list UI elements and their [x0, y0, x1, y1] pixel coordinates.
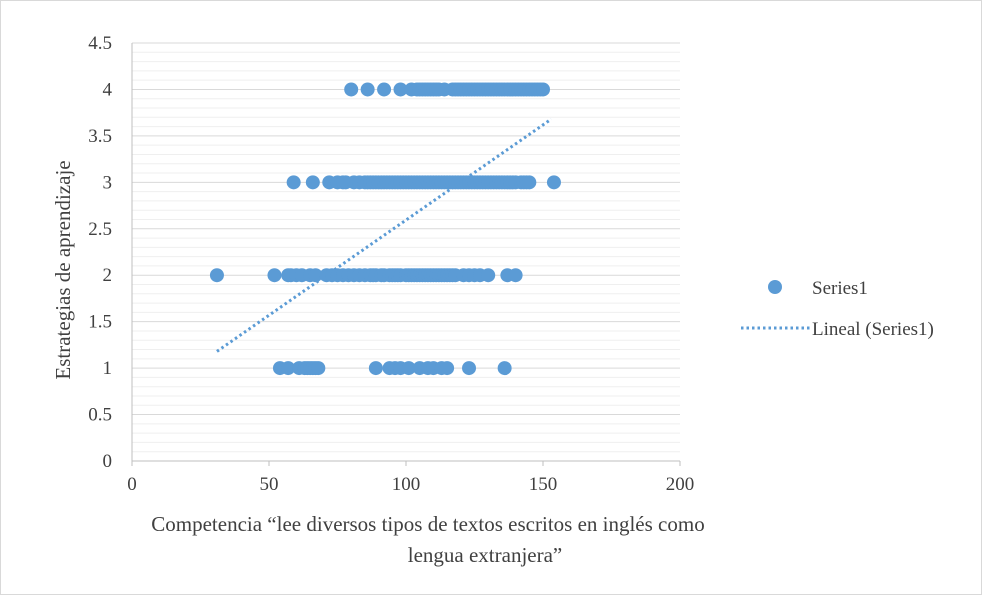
y-tick-label: 4	[103, 79, 113, 100]
data-point	[497, 361, 512, 376]
data-point	[344, 82, 359, 97]
y-tick-labels: 0 0.5 1 1.5 2 2.5 3 3.5 4 4.5	[88, 33, 112, 472]
x-tick-label: 200	[666, 474, 695, 495]
data-point	[393, 82, 408, 97]
legend-label-trendline: Lineal (Series1)	[812, 319, 934, 340]
data-point	[308, 268, 323, 283]
x-tick-labels: 0 50 100 150 200	[127, 474, 694, 495]
x-axis-title-line2: lengua extranjera”	[408, 543, 563, 567]
data-point	[462, 361, 477, 376]
data-point	[508, 268, 523, 283]
data-point	[360, 82, 375, 97]
y-tick-label: 4.5	[88, 33, 112, 54]
legend-label-series1: Series1	[812, 278, 868, 299]
x-tick-label: 100	[392, 474, 421, 495]
x-tick-label: 150	[529, 474, 558, 495]
data-point	[377, 82, 392, 97]
data-point	[209, 268, 224, 283]
y-tick-label: 3.5	[88, 126, 112, 147]
y-tick-label: 1.5	[88, 312, 112, 333]
trendline-path	[216, 117, 553, 353]
legend-marker-series1	[768, 280, 782, 294]
y-tick-label: 0	[103, 451, 113, 472]
data-point	[440, 361, 455, 376]
y-tick-label: 2.5	[88, 219, 112, 240]
y-tick-label: 3	[103, 172, 113, 193]
data-point	[522, 175, 537, 190]
data-point	[281, 361, 296, 376]
data-point	[305, 175, 320, 190]
y-axis-title: Estrategias de aprendizaje	[51, 160, 75, 379]
data-point	[546, 175, 561, 190]
data-point	[286, 175, 301, 190]
legend: Series1 Lineal (Series1)	[741, 278, 934, 340]
gridlines	[132, 42, 680, 453]
x-tick-label: 50	[260, 474, 279, 495]
trendline	[216, 117, 553, 353]
x-tick-label: 0	[127, 474, 137, 495]
data-point	[267, 268, 282, 283]
data-point	[311, 361, 326, 376]
data-point	[401, 361, 416, 376]
data-point	[536, 82, 550, 97]
y-tick-label: 1	[103, 358, 113, 379]
axes	[131, 43, 681, 466]
x-axis-title-line1: Competencia “lee diversos tipos de texto…	[151, 512, 704, 536]
data-points	[209, 82, 561, 376]
data-point	[481, 268, 496, 283]
data-point	[368, 361, 383, 376]
y-tick-label: 2	[103, 265, 113, 286]
y-tick-label: 0.5	[88, 405, 112, 426]
